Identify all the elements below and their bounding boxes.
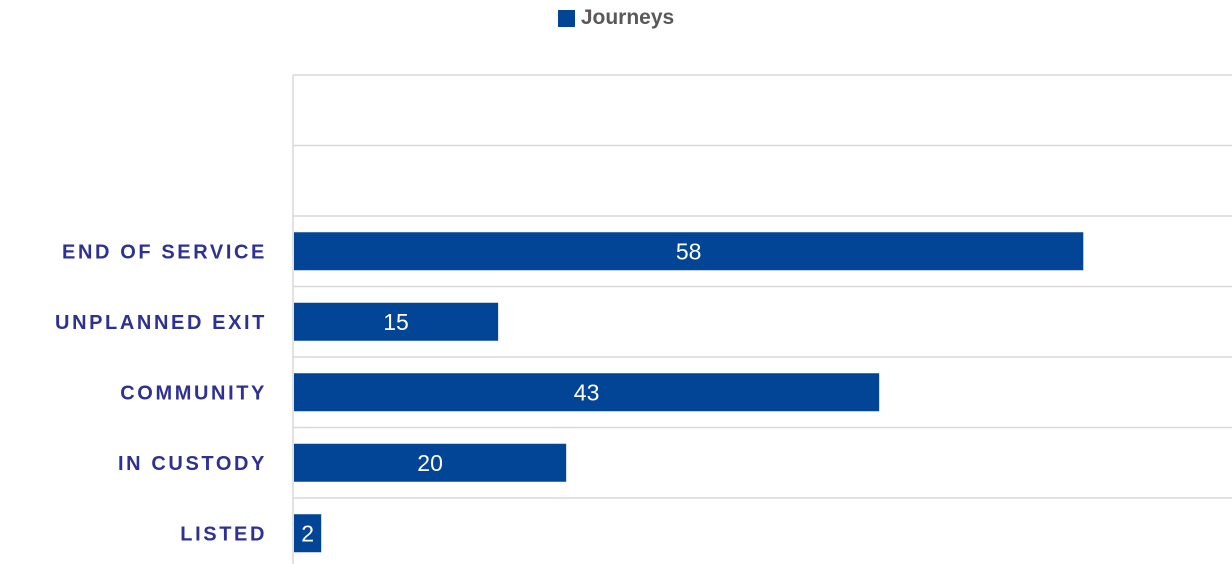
bar-community <box>294 373 880 412</box>
category-label: IN CUSTODY <box>118 453 267 475</box>
legend-swatch <box>557 9 575 27</box>
bar-listed <box>294 514 322 553</box>
data-label: 43 <box>574 379 600 405</box>
category-label: COMMUNITY <box>120 382 267 404</box>
data-label: 58 <box>676 238 702 264</box>
legend: Journeys <box>0 6 1232 30</box>
bar-unplanned-exit <box>294 302 499 341</box>
category-label: UNPLANNED EXIT <box>55 312 267 334</box>
category-label: END OF SERVICE <box>62 241 267 263</box>
data-label: 2 <box>301 520 314 546</box>
data-label: 20 <box>417 450 443 476</box>
legend-label: Journeys <box>580 6 675 29</box>
bar-in-custody <box>294 443 567 482</box>
data-label: 15 <box>383 309 409 335</box>
bar-end-of-service <box>294 232 1084 271</box>
category-label: LISTED <box>180 523 267 545</box>
